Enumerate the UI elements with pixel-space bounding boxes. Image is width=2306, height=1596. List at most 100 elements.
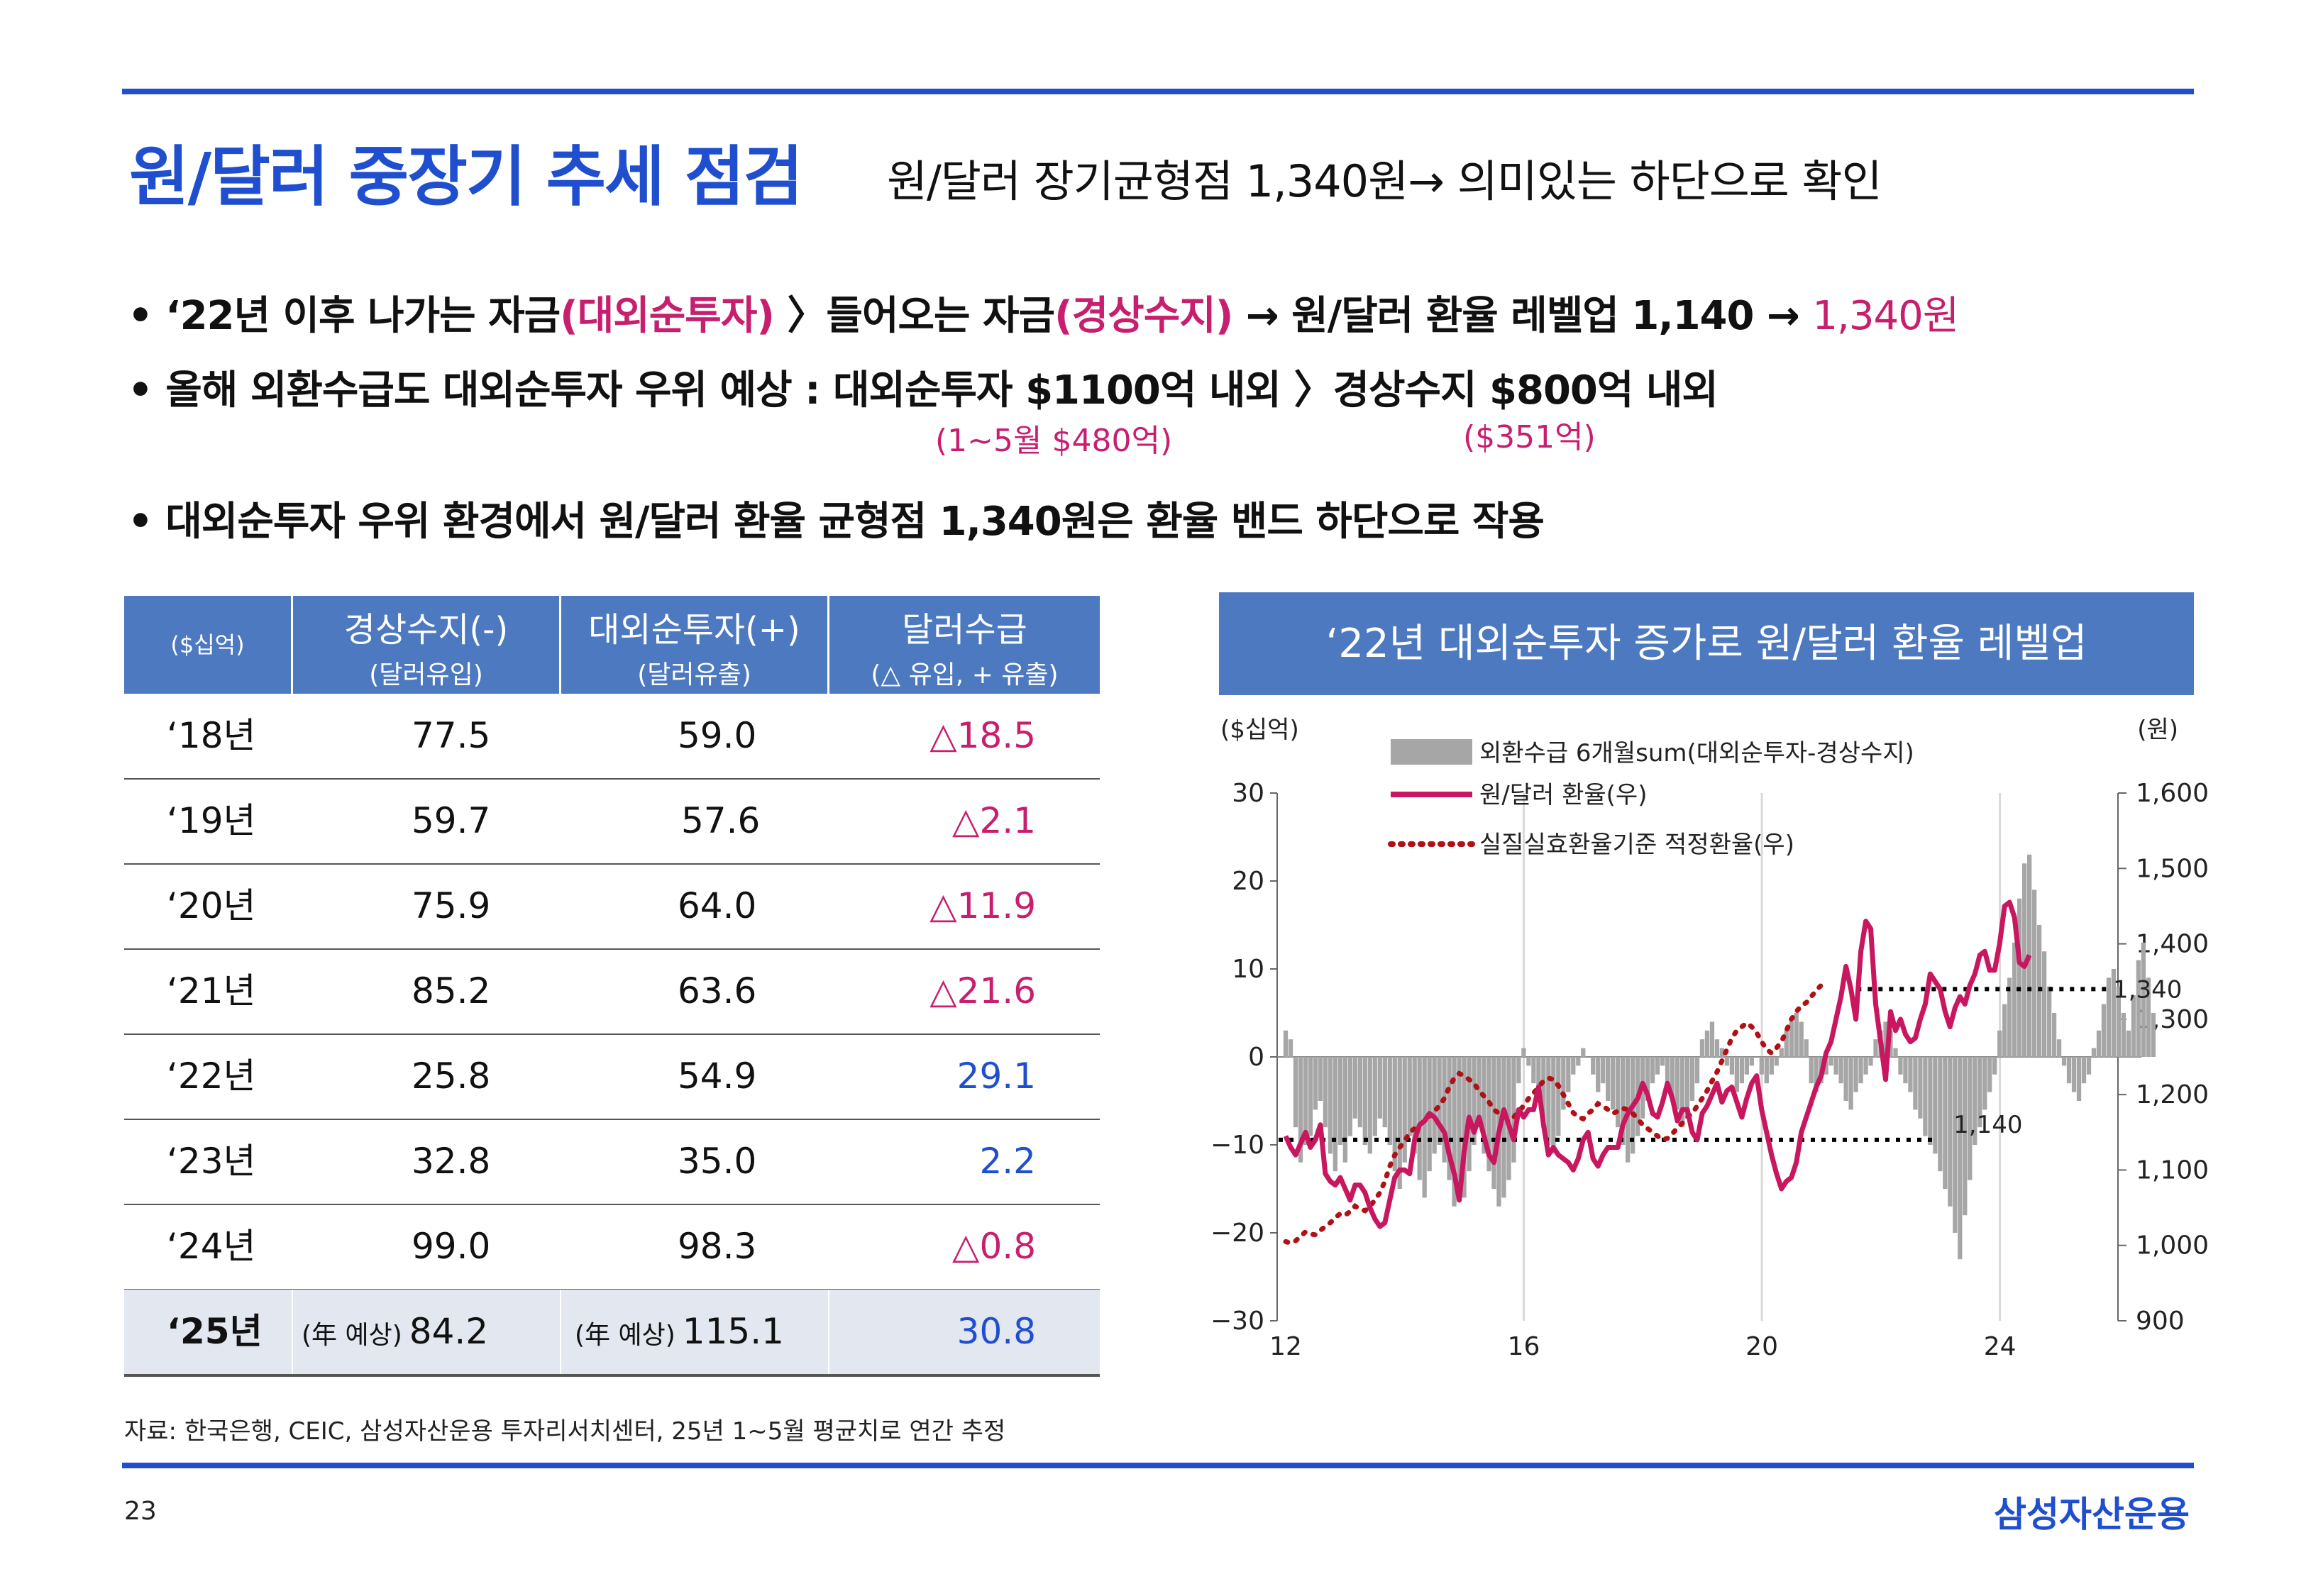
flow-bar bbox=[1958, 1057, 1963, 1260]
flow-bar bbox=[1789, 1021, 1794, 1057]
y-tick-label-left: 0 bbox=[1248, 1043, 1264, 1072]
x-tick-label: 20 bbox=[1745, 1332, 1778, 1361]
flow-bar bbox=[1477, 1057, 1482, 1128]
bullet-1-highlight-outflow: (대외순투자) bbox=[560, 293, 775, 339]
bullet-1: • ‘22년 이후 나가는 자금(대외순투자) 〉들어오는 자금(경상수지) →… bbox=[128, 284, 1959, 341]
flow-bar bbox=[1318, 1057, 1323, 1101]
header-dollar-flow-sub: (△ 유입, + 유출) bbox=[871, 660, 1059, 689]
flow-bar bbox=[1412, 1057, 1417, 1154]
flow-bar bbox=[1992, 1057, 1997, 1075]
cell-current-account: 84.2 bbox=[409, 1311, 489, 1352]
flow-bar bbox=[1833, 1057, 1838, 1075]
bullet-1-text-post: → 원/달러 환율 레벨업 1,140 → bbox=[1232, 293, 1813, 339]
y-axis-left-label: ($십억) bbox=[1220, 716, 1299, 744]
fx-rate-line bbox=[1283, 899, 2032, 1229]
fx-chart: ($십억) (원) 12 16 20 24 30 20 10 0 −10 −20 −30 1,600 1,5… bbox=[1210, 716, 2209, 1361]
flow-bar bbox=[1828, 1057, 1833, 1066]
page-title: 원/달러 중장기 추세 점검 bbox=[129, 139, 803, 215]
flow-bar bbox=[2081, 1057, 2087, 1084]
flow-bar bbox=[1838, 1057, 1843, 1084]
flow-bar bbox=[1288, 1039, 1293, 1057]
flow-bar bbox=[1328, 1057, 1333, 1154]
flow-bar bbox=[1511, 1057, 1516, 1163]
cell-dollar-flow: △2.1 bbox=[952, 800, 1036, 841]
header-net-investment-sub: (달러유출) bbox=[637, 660, 751, 689]
table-unit: ($십억) bbox=[170, 631, 245, 658]
top-rule bbox=[122, 89, 2194, 94]
legend-label-fair: 실질실효환율기준 적정환율(우) bbox=[1479, 831, 1794, 859]
flow-bar bbox=[1347, 1057, 1352, 1136]
y-tick-label-right: 900 bbox=[2136, 1307, 2185, 1336]
cell-dollar-flow: △11.9 bbox=[929, 885, 1036, 926]
flow-bar bbox=[1561, 1057, 1566, 1110]
flow-bar bbox=[2106, 977, 2112, 1057]
flow-bar bbox=[1982, 1057, 1987, 1110]
table-row: ‘24년 99.0 98.3 △0.8 bbox=[124, 1204, 1100, 1290]
flow-bar bbox=[1482, 1057, 1486, 1154]
divider bbox=[828, 1290, 829, 1374]
flow-bar bbox=[2061, 1057, 2067, 1066]
flow-bar bbox=[1719, 1048, 1725, 1057]
annotation-1340: 1,340 bbox=[2113, 975, 2182, 1004]
cell-net-investment-forecast: (年 예상) 115.1 bbox=[575, 1290, 784, 1378]
divider bbox=[560, 1290, 561, 1374]
x-tick-label: 16 bbox=[1508, 1332, 1540, 1361]
flow-bar bbox=[1759, 1057, 1764, 1075]
flow-bar bbox=[1784, 1030, 1789, 1057]
flow-bar bbox=[1883, 1021, 1888, 1057]
flow-bar bbox=[1863, 1057, 1868, 1075]
flow-bar bbox=[2126, 1030, 2131, 1057]
flow-bar bbox=[1660, 1057, 1665, 1066]
flow-bar bbox=[1675, 1057, 1680, 1110]
flow-bar bbox=[1739, 1057, 1745, 1084]
flow-bar bbox=[1665, 1057, 1670, 1084]
forecast-prefix: (年 예상) bbox=[302, 1321, 402, 1350]
flow-bar bbox=[1848, 1057, 1853, 1110]
flow-bar bbox=[1551, 1057, 1556, 1154]
bullet-1-highlight-inflow: (경상수지) bbox=[1054, 293, 1233, 339]
y-tick-label-right: 1,500 bbox=[2136, 854, 2209, 883]
y-tick-label-left: 10 bbox=[1232, 955, 1264, 984]
flow-bar bbox=[2066, 1057, 2072, 1084]
y-tick-label-left: 20 bbox=[1232, 867, 1264, 896]
flow-bar bbox=[1546, 1057, 1551, 1145]
table-header-dollar-flow: 달러수급 (△ 유입, + 유출) bbox=[829, 596, 1100, 694]
flow-bar bbox=[1576, 1057, 1581, 1066]
y-tick-label-left: 30 bbox=[1232, 779, 1264, 808]
flow-bar bbox=[1402, 1057, 1407, 1163]
flow-bar bbox=[1853, 1057, 1858, 1092]
y-tick-label-left: −10 bbox=[1210, 1131, 1264, 1160]
flow-bar bbox=[1684, 1057, 1690, 1119]
cell-year: ‘23년 bbox=[167, 1141, 256, 1182]
bullet-2-note-outflow: (1~5월 $480억) bbox=[935, 423, 1173, 459]
cell-net-investment: 59.0 bbox=[678, 715, 757, 756]
bottom-rule bbox=[122, 1463, 2194, 1468]
flow-bar bbox=[1342, 1057, 1347, 1163]
cell-current-account: 75.9 bbox=[412, 885, 491, 926]
flow-bar bbox=[2146, 977, 2151, 1057]
y-tick-label-right: 1,600 bbox=[2136, 779, 2209, 808]
flow-bar bbox=[1486, 1057, 1491, 1172]
flow-bar bbox=[1779, 1048, 1784, 1057]
flow-bar bbox=[1467, 1057, 1472, 1172]
flow-bar bbox=[1526, 1057, 1531, 1066]
flow-bar bbox=[2136, 960, 2141, 1057]
flow-bar bbox=[2091, 1048, 2097, 1057]
flow-bar bbox=[1858, 1057, 1863, 1084]
flow-bar bbox=[1367, 1057, 1372, 1154]
cell-current-account-forecast: (年 예상) 84.2 bbox=[302, 1290, 488, 1378]
flow-bar bbox=[2076, 1057, 2082, 1101]
flow-bar bbox=[1749, 1057, 1754, 1066]
flow-bar bbox=[2101, 1004, 2107, 1057]
flow-bar bbox=[1794, 1013, 1799, 1057]
flow-bar bbox=[1541, 1057, 1546, 1128]
flow-bar bbox=[1928, 1057, 1933, 1145]
flow-bar bbox=[1313, 1057, 1318, 1110]
y-tick-label-left: −30 bbox=[1210, 1307, 1264, 1336]
cell-dollar-flow: △21.6 bbox=[929, 970, 1036, 1012]
flow-bar bbox=[1333, 1057, 1338, 1172]
flow-bar bbox=[2131, 995, 2136, 1057]
cell-year: ‘20년 bbox=[167, 885, 256, 926]
flow-bar bbox=[1392, 1057, 1397, 1172]
flow-bar bbox=[1645, 1057, 1650, 1101]
